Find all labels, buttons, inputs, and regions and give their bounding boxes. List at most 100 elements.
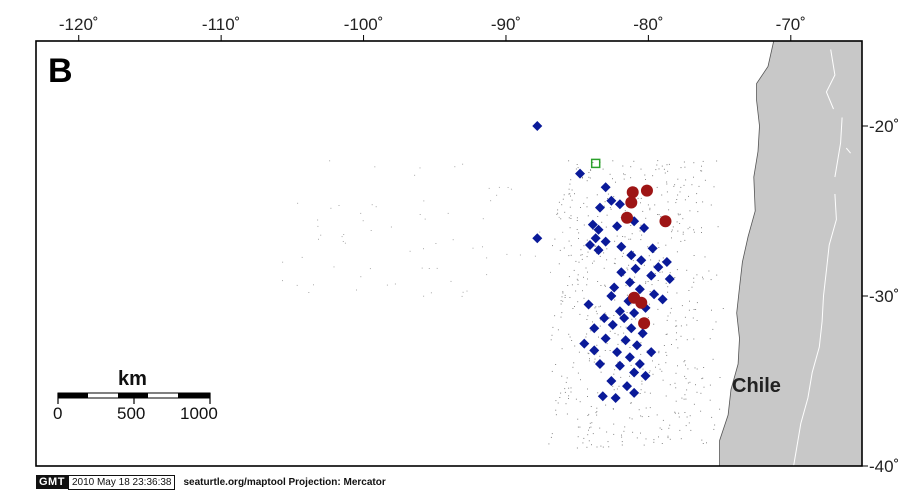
bg-event-dot — [588, 353, 590, 355]
bg-event-dot — [684, 375, 686, 377]
bg-event-dot — [613, 262, 615, 264]
bg-event-dot — [602, 168, 604, 170]
bg-event-dot — [642, 368, 644, 370]
bg-event-dot — [654, 273, 656, 275]
bg-event-dot — [716, 274, 718, 276]
bg-event-dot — [684, 166, 686, 168]
bg-event-dot — [620, 326, 622, 328]
bg-event-dot — [663, 168, 665, 170]
bg-event-dot — [552, 326, 554, 328]
bg-event-dot — [579, 426, 581, 428]
bg-event-dot — [648, 416, 650, 417]
bg-event-dot — [590, 406, 592, 407]
bg-event-dot — [701, 378, 703, 380]
bg-event-dot — [626, 312, 628, 313]
bg-event-dot — [575, 260, 577, 262]
bg-event-dot — [609, 330, 611, 332]
bg-event-dot — [653, 251, 655, 253]
bg-event-dot — [568, 276, 570, 278]
bg-event-dot — [605, 314, 607, 316]
bg-event-dot — [452, 239, 454, 241]
bg-event-dot — [561, 348, 563, 350]
bg-event-dot — [630, 402, 632, 404]
bg-event-dot — [577, 279, 579, 281]
bg-event-dot — [582, 176, 583, 178]
bg-event-dot — [578, 238, 579, 239]
bg-event-dot — [668, 209, 670, 211]
bg-event-dot — [630, 402, 632, 404]
bg-event-dot — [693, 162, 695, 164]
bg-event-dot — [587, 396, 588, 397]
bg-event-dot — [601, 221, 603, 223]
bg-event-dot — [680, 167, 682, 169]
bg-event-dot — [675, 387, 677, 389]
bg-event-dot — [599, 355, 601, 357]
bg-event-dot — [666, 164, 668, 166]
bg-event-dot — [666, 183, 668, 185]
bg-event-dot — [597, 216, 599, 217]
bg-event-dot — [610, 208, 612, 210]
blue-diamond-marker — [614, 360, 625, 371]
bg-event-dot — [318, 238, 319, 240]
bg-event-dot — [558, 201, 560, 203]
bg-event-dot — [394, 283, 396, 285]
bg-event-dot — [640, 202, 641, 204]
bg-event-dot — [587, 352, 589, 354]
blue-diamond-marker — [606, 291, 617, 301]
bg-event-dot — [691, 184, 693, 186]
blue-diamond-marker — [609, 282, 620, 293]
bg-event-dot — [609, 173, 611, 175]
bg-event-dot — [421, 267, 423, 269]
bg-event-dot — [590, 169, 592, 171]
bg-event-dot — [570, 179, 572, 181]
bg-event-dot — [612, 178, 613, 180]
bg-event-dot — [614, 258, 616, 260]
bg-event-dot — [657, 214, 659, 215]
bg-event-dot — [624, 174, 626, 176]
bg-event-dot — [693, 277, 695, 279]
bg-event-dot — [669, 384, 671, 386]
bg-event-dot — [594, 358, 596, 360]
red-circle-marker — [621, 211, 634, 224]
bg-event-dot — [556, 213, 558, 215]
bg-event-dot — [685, 425, 687, 427]
blue-diamond-marker — [629, 367, 640, 378]
bg-event-dot — [629, 304, 631, 306]
bg-event-dot — [688, 422, 690, 424]
bg-event-dot — [560, 300, 562, 302]
bg-event-dot — [661, 370, 663, 372]
bg-event-dot — [682, 218, 684, 220]
bg-event-dot — [676, 199, 678, 200]
blue-diamond-marker — [624, 277, 635, 288]
bg-event-dot — [606, 248, 608, 250]
bg-event-dot — [621, 436, 623, 438]
panel-label: B — [48, 52, 73, 90]
bg-event-dot — [435, 243, 437, 244]
bg-event-dot — [658, 260, 660, 262]
blue-diamond-marker — [626, 250, 637, 261]
lon-tick-label: -80˚ — [633, 15, 663, 34]
bg-event-dot — [631, 418, 633, 420]
bg-event-dot — [633, 160, 635, 162]
blue-diamond-marker — [622, 381, 633, 392]
bg-event-dot — [490, 200, 492, 202]
blue-diamond-marker — [532, 121, 543, 131]
bg-event-dot — [582, 177, 583, 179]
bg-event-dot — [466, 290, 468, 292]
bg-event-dot — [661, 428, 663, 430]
bg-event-dot — [595, 245, 597, 247]
bg-event-dot — [568, 240, 570, 242]
bg-event-dot — [677, 230, 679, 232]
bg-event-dot — [710, 279, 712, 281]
bg-event-dot — [575, 398, 577, 400]
bg-event-dot — [685, 398, 687, 400]
bg-event-dot — [657, 308, 659, 310]
bg-event-dot — [695, 384, 696, 386]
bg-event-dot — [604, 312, 606, 314]
bg-event-dot — [667, 286, 669, 288]
bg-event-dot — [708, 270, 710, 272]
bg-event-dot — [374, 166, 376, 168]
bg-event-dot — [570, 218, 572, 219]
bg-event-dot — [588, 172, 590, 173]
bg-event-dot — [472, 247, 474, 249]
